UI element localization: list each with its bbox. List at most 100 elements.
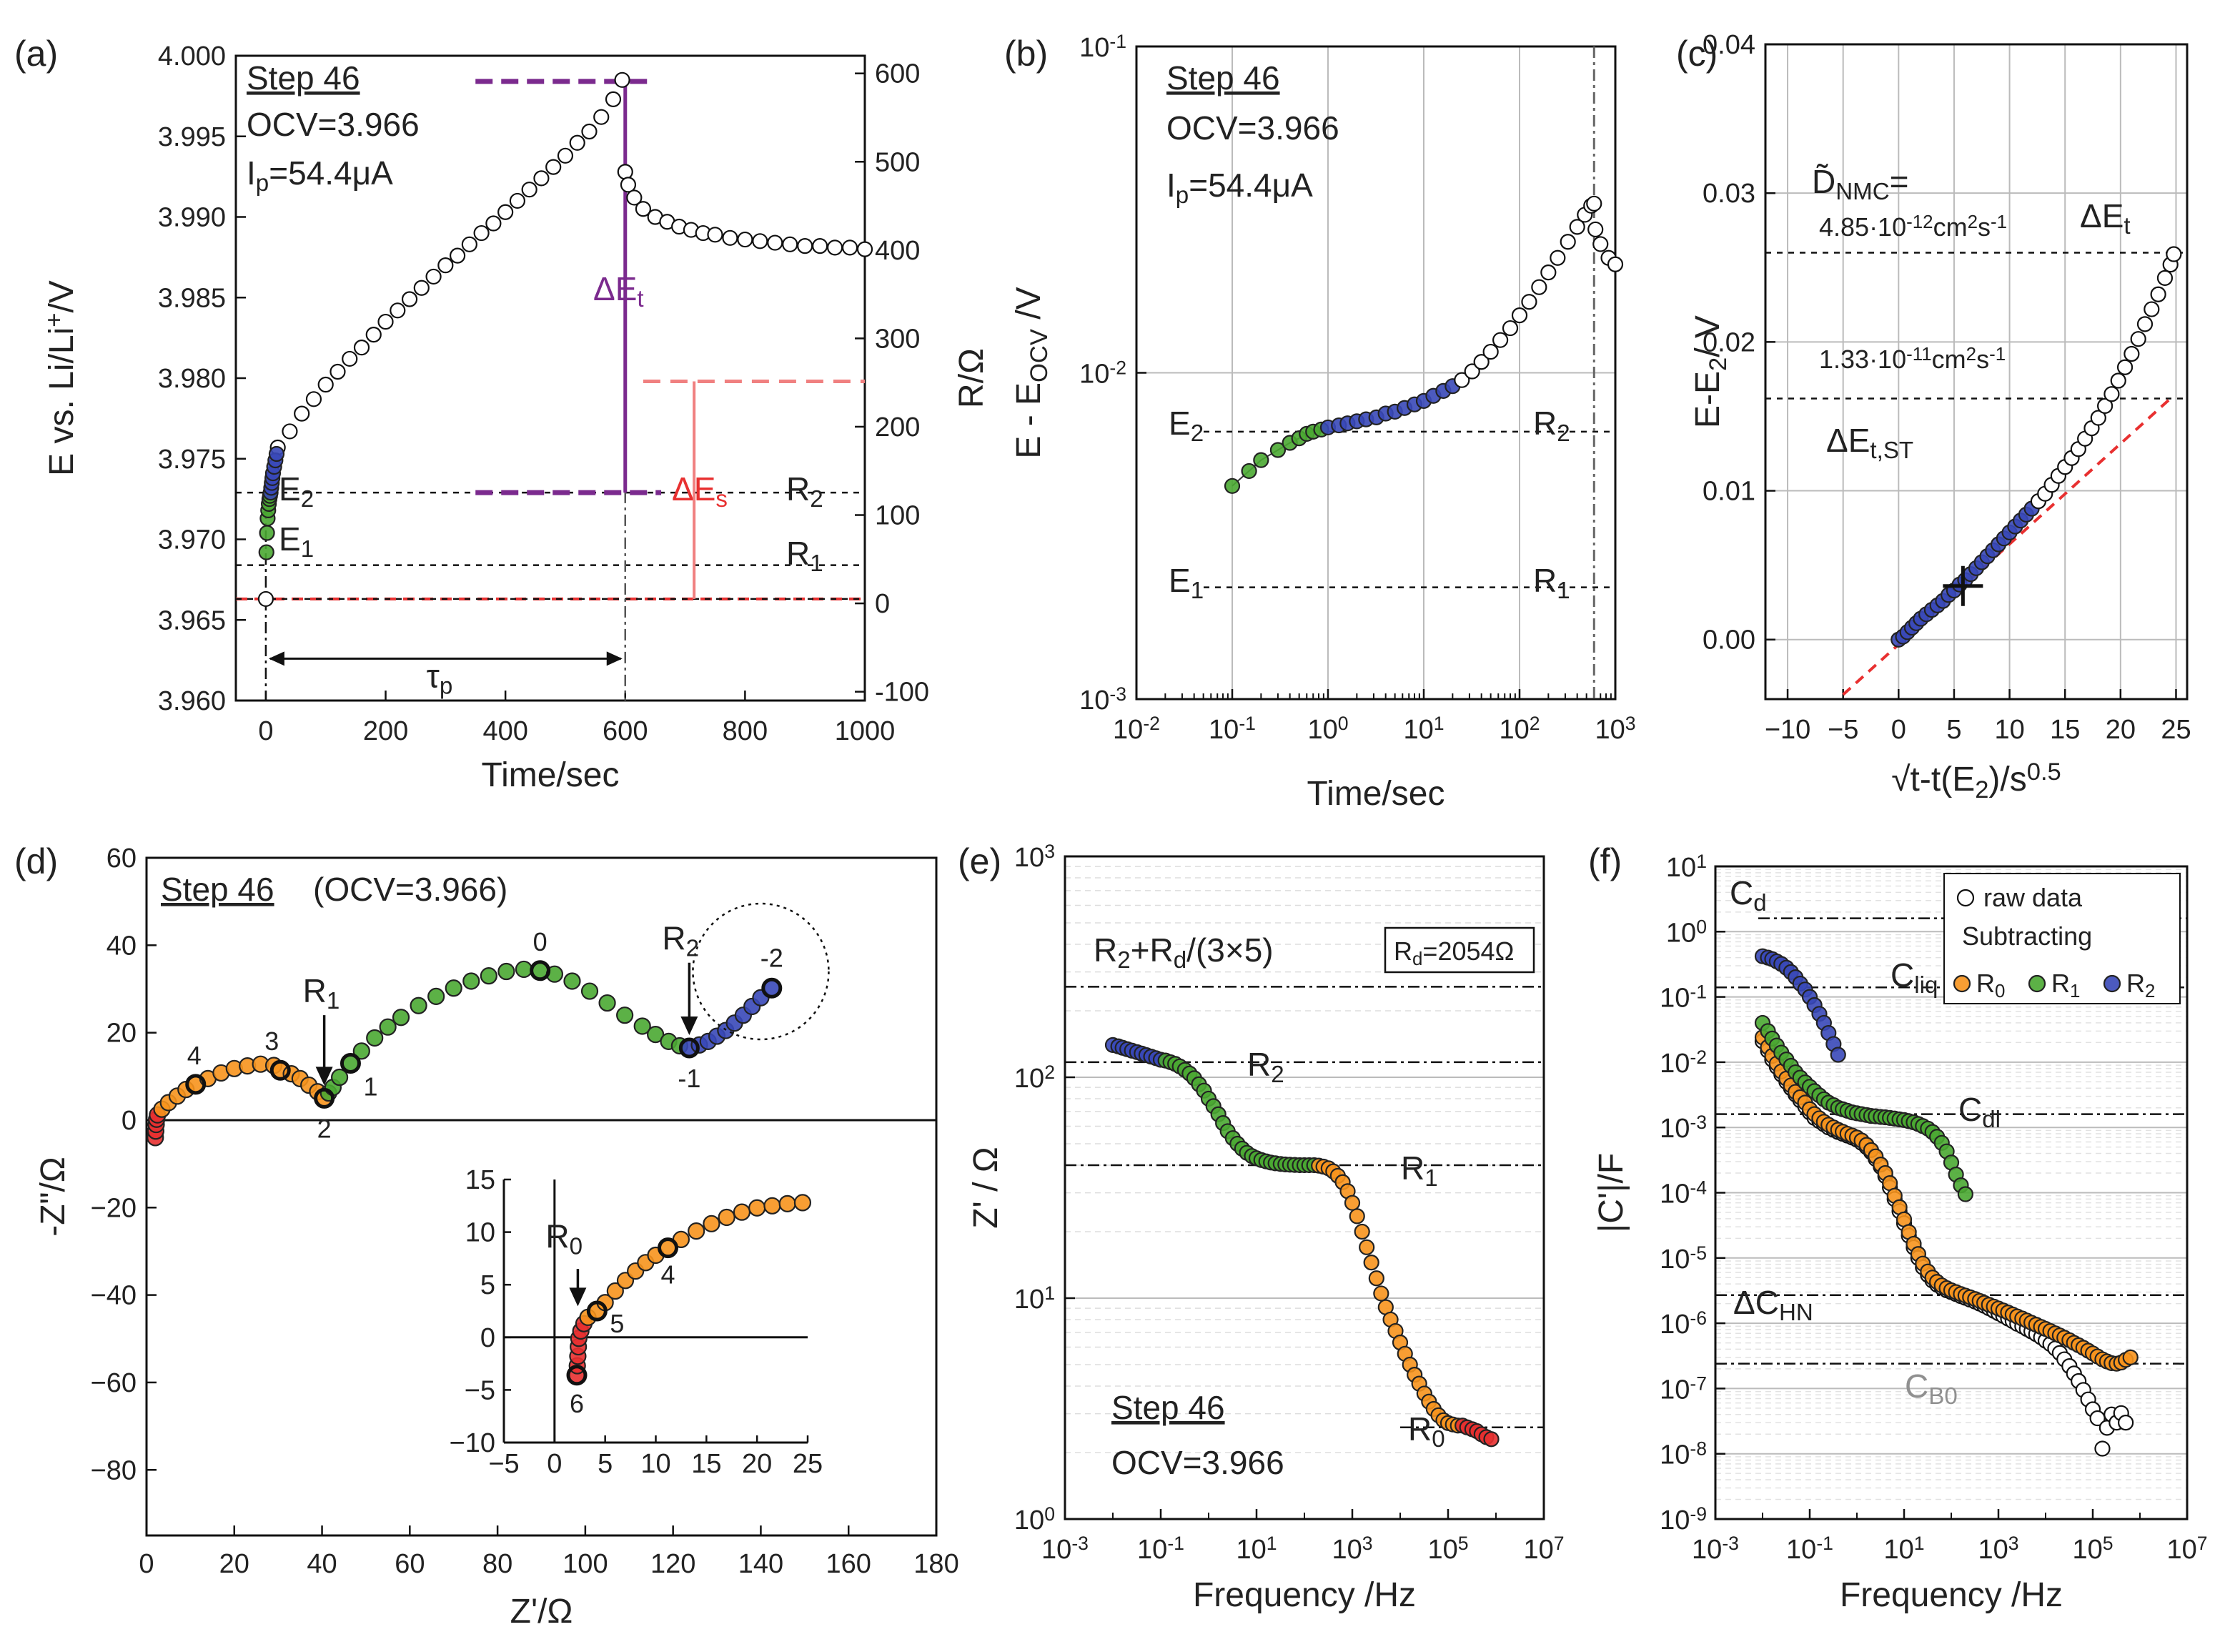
marker-ring xyxy=(185,1074,207,1095)
data-point xyxy=(2122,1349,2139,1365)
data-point xyxy=(1492,332,1509,348)
dEs-label: ΔEs xyxy=(672,470,728,513)
x-axis-label: √t-t(E2)/s0.5 xyxy=(1891,758,2061,803)
data-point xyxy=(605,91,622,107)
r2-label: R2 xyxy=(662,919,699,961)
tau-label: τp xyxy=(427,657,453,699)
data-point xyxy=(569,134,585,151)
marker-label: 3 xyxy=(264,1027,279,1056)
y2-tick-label: 100 xyxy=(875,501,920,531)
y-tick-label: 3.995 xyxy=(158,122,226,152)
data-point xyxy=(413,280,430,296)
data-point xyxy=(557,147,574,164)
y-tick-label: 3.980 xyxy=(158,364,226,394)
x-tick-label: 101 xyxy=(1236,1533,1277,1565)
inset-y-tick-label: 10 xyxy=(465,1218,495,1248)
marker-ring xyxy=(340,1052,361,1074)
data-point xyxy=(797,237,813,254)
x-tick-label: 140 xyxy=(738,1549,783,1579)
legend-marker xyxy=(2103,974,2121,993)
r2-label: R2 xyxy=(1247,1046,1284,1088)
data-point xyxy=(1587,221,1604,238)
y-tick-label: 20 xyxy=(106,1019,137,1049)
data-point xyxy=(449,247,466,264)
y-tick-label: 3.990 xyxy=(158,203,226,233)
data-point xyxy=(352,1042,370,1060)
data-point xyxy=(2090,410,2106,426)
data-point xyxy=(841,239,858,256)
data-point xyxy=(329,363,346,380)
data-point xyxy=(497,204,514,220)
data-point xyxy=(2150,286,2166,302)
y-tick-label: 10-7 xyxy=(1660,1372,1707,1405)
panel-f-label: (f) xyxy=(1588,841,1622,881)
data-point xyxy=(2124,345,2140,362)
data-point xyxy=(1373,1285,1389,1302)
y-tick-label: −80 xyxy=(91,1455,137,1485)
inset-x-tick-label: −5 xyxy=(488,1449,519,1479)
inset-marker-label: 5 xyxy=(610,1309,624,1338)
data-point xyxy=(1482,343,1499,360)
x-tick-label: 105 xyxy=(1427,1533,1468,1565)
x-axis-label: Frequency /Hz xyxy=(1840,1576,2063,1614)
x-tick-label: 160 xyxy=(826,1549,871,1579)
data-point xyxy=(521,182,537,198)
x-tick-label: 10-3 xyxy=(1041,1533,1089,1565)
x-tick-label: 10 xyxy=(1994,715,2024,745)
data-point xyxy=(2103,386,2120,402)
data-point xyxy=(752,233,768,249)
panel-d-label: (d) xyxy=(14,841,58,881)
x-axis-label: Frequency /Hz xyxy=(1193,1576,1416,1614)
x-tick-label: 400 xyxy=(482,716,527,746)
inset-data-point xyxy=(606,1282,624,1300)
ip-label: Ip=54.4μA xyxy=(247,154,393,197)
y-tick-label: −60 xyxy=(91,1368,137,1398)
x-tick-label: 10-1 xyxy=(1137,1533,1184,1565)
y-axis-label: Z' / Ω xyxy=(967,1147,1005,1228)
x-tick-label: 10-3 xyxy=(1692,1533,1739,1565)
y-tick-label: 0.00 xyxy=(1703,625,1755,656)
inset-data-point xyxy=(718,1208,735,1227)
legend-marker xyxy=(1956,889,1975,907)
y-tick-label: 4.000 xyxy=(158,41,226,71)
y-axis-label: |C'|/F xyxy=(1592,1153,1630,1232)
data-point xyxy=(593,109,610,125)
y-axis-label: -Z"/Ω xyxy=(34,1157,72,1237)
data-point xyxy=(2097,397,2113,414)
legend-box xyxy=(1943,873,2181,1004)
x-tick-label: 0 xyxy=(258,716,273,746)
y-tick-label: 10-9 xyxy=(1660,1503,1707,1535)
marker-ring xyxy=(530,960,551,981)
y2-tick-label: 0 xyxy=(875,589,890,619)
x-tick-label: 10-1 xyxy=(1786,1533,1833,1565)
data-point xyxy=(377,313,394,330)
y-tick-label: 60 xyxy=(106,844,137,874)
inset-marker-ring xyxy=(658,1237,678,1259)
x-tick-label: 25 xyxy=(2161,715,2191,745)
legend-marker xyxy=(2028,974,2046,993)
x-tick-label: 10-1 xyxy=(1209,713,1256,745)
y-tick-label: 0 xyxy=(122,1106,137,1136)
panel-c-frame xyxy=(1764,43,2189,701)
ip-label: Ip=54.4μA xyxy=(1166,167,1313,209)
legend-subtitle: Subtracting xyxy=(1962,921,2092,951)
data-point xyxy=(626,189,643,206)
data-point xyxy=(635,201,652,217)
data-point xyxy=(410,996,427,1014)
title-step: Step 46 xyxy=(161,871,274,908)
data-point xyxy=(1586,195,1602,212)
data-point xyxy=(2110,372,2126,389)
data-point xyxy=(598,994,616,1012)
r1-label: R1 xyxy=(786,535,823,577)
cdl-label: Cdl xyxy=(1958,1091,2001,1133)
data-point xyxy=(379,1018,397,1036)
x-tick-label: 102 xyxy=(1499,713,1540,745)
y2-tick-label: 300 xyxy=(875,324,920,354)
data-point xyxy=(317,376,334,393)
inset-marker-label: 4 xyxy=(660,1260,675,1290)
y-tick-label: 40 xyxy=(106,931,137,961)
data-point xyxy=(257,590,274,608)
x-tick-label: 5 xyxy=(1946,715,1961,745)
